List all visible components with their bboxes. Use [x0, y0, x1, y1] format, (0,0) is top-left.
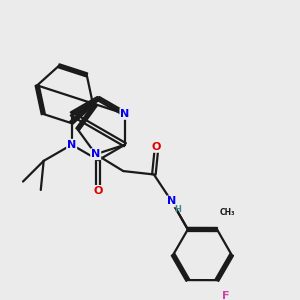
Text: F: F	[222, 291, 230, 300]
Text: CH₃: CH₃	[219, 208, 235, 217]
Text: N: N	[67, 140, 76, 150]
Text: N: N	[120, 109, 130, 119]
Text: O: O	[152, 142, 161, 152]
Text: H: H	[174, 205, 181, 214]
Text: O: O	[94, 186, 103, 196]
Text: N: N	[91, 149, 100, 159]
Text: N: N	[167, 196, 176, 206]
